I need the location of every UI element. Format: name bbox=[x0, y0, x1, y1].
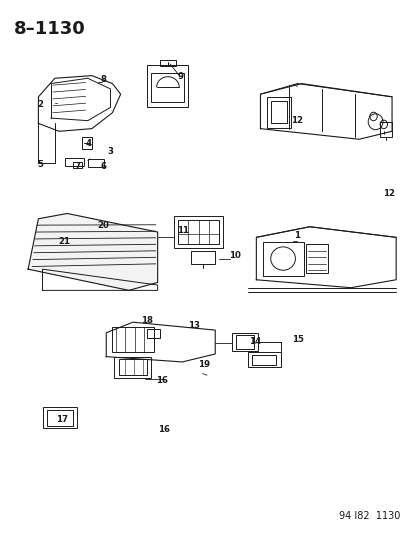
Text: 19: 19 bbox=[197, 360, 209, 368]
Bar bbox=[47, 410, 72, 425]
Bar bbox=[159, 60, 176, 66]
Text: 13: 13 bbox=[188, 321, 199, 330]
Text: 6: 6 bbox=[100, 163, 106, 171]
Bar bbox=[379, 122, 391, 136]
Text: 10: 10 bbox=[228, 252, 240, 261]
Bar bbox=[190, 251, 215, 264]
Bar bbox=[65, 158, 83, 166]
Bar bbox=[270, 101, 287, 123]
Text: 12: 12 bbox=[291, 116, 303, 125]
Bar bbox=[114, 357, 151, 378]
Bar bbox=[81, 137, 92, 149]
Text: 17: 17 bbox=[56, 415, 68, 424]
Text: 9: 9 bbox=[177, 72, 183, 81]
Bar bbox=[151, 73, 184, 102]
Bar bbox=[252, 354, 275, 365]
Bar bbox=[266, 97, 291, 127]
Bar bbox=[178, 220, 219, 244]
Text: 11: 11 bbox=[177, 226, 189, 235]
Text: 18: 18 bbox=[141, 316, 153, 325]
Bar bbox=[231, 333, 258, 351]
Text: 16: 16 bbox=[155, 376, 167, 385]
Bar bbox=[305, 244, 328, 273]
Bar bbox=[147, 65, 188, 108]
Bar bbox=[118, 359, 147, 375]
Text: 12: 12 bbox=[382, 189, 394, 198]
Bar bbox=[112, 327, 153, 352]
Text: 16: 16 bbox=[157, 425, 169, 434]
Polygon shape bbox=[28, 214, 157, 290]
Bar bbox=[262, 241, 303, 276]
Text: 4: 4 bbox=[86, 139, 92, 148]
Text: 5: 5 bbox=[38, 160, 43, 169]
Text: 2: 2 bbox=[37, 100, 43, 109]
Bar bbox=[43, 407, 77, 428]
Bar bbox=[73, 162, 81, 168]
Bar bbox=[235, 335, 254, 349]
Text: 7: 7 bbox=[74, 163, 81, 171]
Bar bbox=[147, 328, 159, 338]
Text: 1: 1 bbox=[294, 231, 300, 240]
Bar bbox=[174, 216, 223, 248]
Text: 15: 15 bbox=[292, 335, 304, 344]
Bar bbox=[88, 159, 104, 167]
Text: 3: 3 bbox=[107, 148, 113, 157]
Text: 20: 20 bbox=[97, 221, 109, 230]
Text: 8–1130: 8–1130 bbox=[14, 20, 85, 38]
Text: 14: 14 bbox=[249, 337, 261, 346]
Bar bbox=[247, 352, 280, 367]
Text: 21: 21 bbox=[58, 237, 70, 246]
Text: 94 I82  1130: 94 I82 1130 bbox=[338, 511, 399, 521]
Text: 8: 8 bbox=[100, 75, 106, 84]
